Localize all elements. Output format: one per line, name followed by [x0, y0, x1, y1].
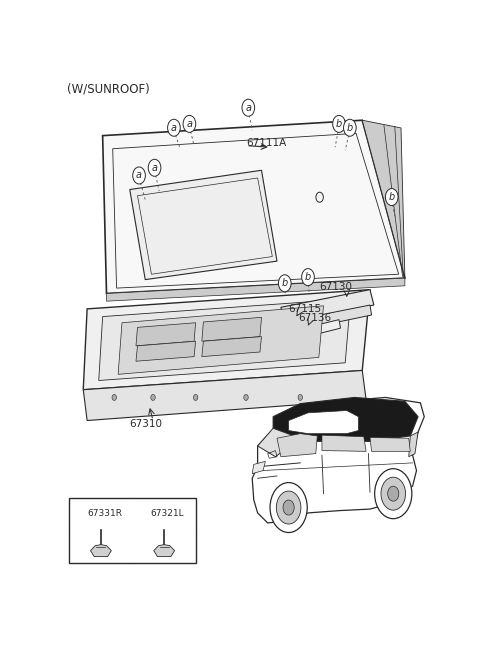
Text: a: a	[136, 171, 142, 180]
Text: a: a	[245, 103, 252, 113]
Circle shape	[148, 159, 161, 177]
Polygon shape	[91, 545, 111, 557]
Text: a: a	[171, 123, 177, 133]
Polygon shape	[252, 461, 265, 474]
Polygon shape	[258, 428, 300, 457]
Text: 67310: 67310	[130, 419, 163, 430]
Circle shape	[112, 395, 117, 400]
Text: a: a	[75, 509, 80, 518]
Polygon shape	[103, 120, 405, 293]
FancyBboxPatch shape	[69, 498, 196, 563]
Circle shape	[385, 189, 398, 206]
Circle shape	[151, 395, 155, 400]
Circle shape	[168, 119, 180, 136]
Text: b: b	[336, 119, 342, 129]
Polygon shape	[154, 545, 175, 557]
Text: a: a	[186, 119, 192, 129]
Polygon shape	[281, 320, 340, 343]
Polygon shape	[99, 299, 350, 380]
Circle shape	[193, 395, 198, 400]
Text: 67130: 67130	[320, 282, 353, 292]
Text: b: b	[389, 192, 395, 202]
Text: 67115: 67115	[288, 304, 322, 314]
Polygon shape	[288, 411, 359, 434]
Circle shape	[133, 167, 145, 184]
Text: b: b	[347, 123, 353, 133]
Text: b: b	[305, 272, 311, 282]
Polygon shape	[130, 170, 277, 280]
Polygon shape	[281, 289, 374, 323]
Polygon shape	[83, 371, 366, 421]
Circle shape	[381, 477, 406, 510]
Circle shape	[344, 119, 356, 136]
Polygon shape	[118, 306, 324, 374]
Polygon shape	[370, 437, 410, 451]
Text: 67331R: 67331R	[87, 509, 122, 518]
Polygon shape	[409, 432, 418, 457]
Circle shape	[244, 395, 248, 400]
Circle shape	[333, 116, 345, 132]
Circle shape	[183, 116, 196, 132]
Polygon shape	[273, 397, 418, 441]
Circle shape	[72, 506, 83, 520]
Polygon shape	[277, 434, 317, 457]
Text: 67136: 67136	[299, 313, 332, 323]
Polygon shape	[202, 317, 262, 341]
Polygon shape	[136, 341, 196, 361]
Polygon shape	[107, 278, 405, 301]
Circle shape	[375, 469, 412, 519]
Circle shape	[135, 506, 146, 520]
Text: 67321L: 67321L	[150, 509, 184, 518]
Circle shape	[242, 99, 255, 116]
Circle shape	[298, 395, 302, 400]
Text: (W/SUNROOF): (W/SUNROOF)	[67, 83, 150, 96]
Polygon shape	[136, 323, 196, 346]
Circle shape	[278, 275, 291, 292]
Circle shape	[283, 500, 294, 515]
Polygon shape	[281, 305, 372, 334]
Circle shape	[276, 491, 301, 524]
Circle shape	[301, 269, 314, 286]
Polygon shape	[83, 289, 370, 390]
Polygon shape	[322, 435, 366, 451]
Circle shape	[270, 483, 307, 533]
Polygon shape	[362, 120, 405, 278]
Circle shape	[388, 486, 399, 501]
Text: b: b	[282, 278, 288, 288]
Text: 67111A: 67111A	[246, 138, 286, 149]
Text: a: a	[152, 163, 157, 173]
Text: b: b	[138, 509, 144, 518]
Polygon shape	[202, 337, 262, 356]
